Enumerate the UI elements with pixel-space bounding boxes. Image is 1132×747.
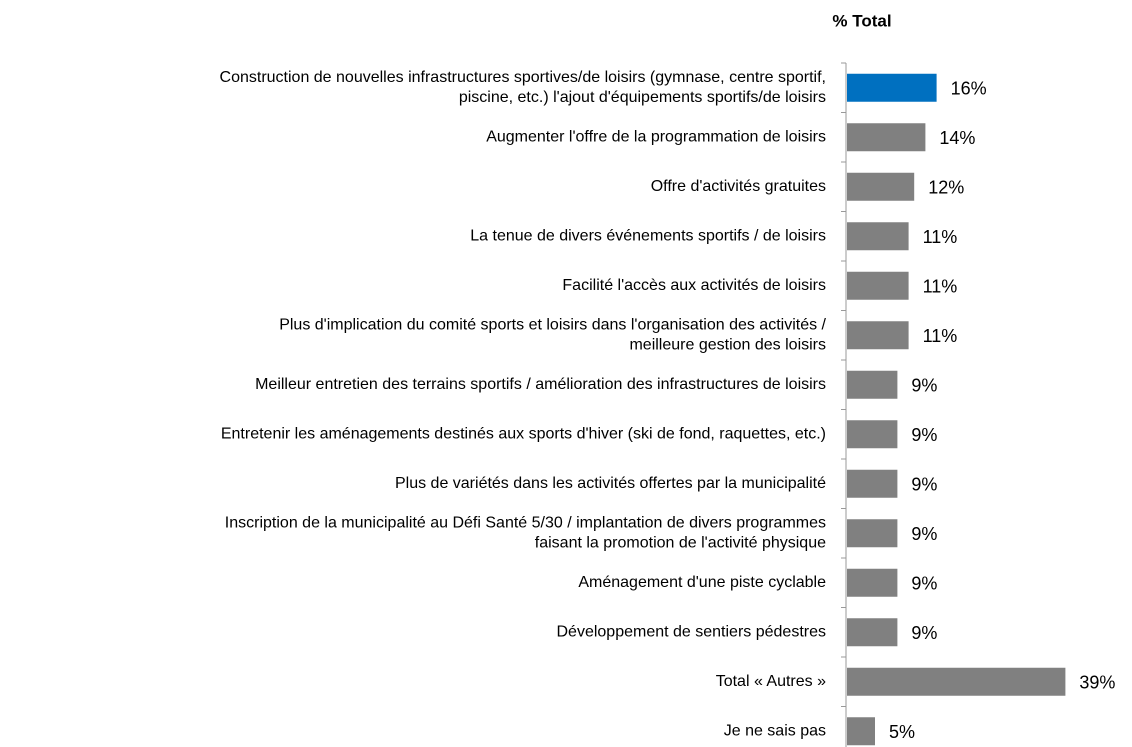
category-label: Entretenir les aménagements destinés aux… (221, 425, 826, 442)
value-label: 5% (889, 722, 915, 742)
bar (847, 370, 898, 399)
category-label: Construction de nouvelles infrastructure… (220, 69, 826, 106)
bar (847, 123, 926, 152)
bar (847, 321, 909, 350)
value-label: 16% (951, 79, 987, 99)
value-label: 9% (911, 425, 937, 445)
category-label: Total « Autres » (716, 673, 826, 690)
category-label: Plus d'implication du comité sports et l… (279, 316, 826, 353)
value-label: 11% (923, 326, 958, 346)
bar (847, 420, 898, 449)
category-label: Je ne sais pas (724, 722, 826, 739)
value-label: 9% (911, 574, 937, 594)
bar (847, 222, 909, 251)
chart-title: % Total (832, 11, 891, 30)
category-label: Augmenter l'offre de la programmation de… (486, 128, 826, 145)
bar (847, 271, 909, 300)
bar (847, 73, 937, 102)
category-label: Plus de variétés dans les activités offe… (395, 475, 826, 492)
category-label: Inscription de la municipalité au Défi S… (225, 514, 826, 551)
value-label: 39% (1079, 673, 1115, 693)
bar (847, 469, 898, 498)
value-label: 9% (911, 376, 937, 396)
category-label: Développement de sentiers pédestres (557, 623, 827, 640)
value-label: 11% (923, 277, 958, 297)
value-label: 9% (911, 524, 937, 544)
value-label: 9% (911, 475, 937, 495)
bar (847, 568, 898, 597)
bar (847, 667, 1066, 696)
category-label: Meilleur entretien des terrains sportifs… (255, 376, 826, 393)
bar (847, 618, 898, 647)
value-label: 11% (923, 227, 958, 247)
value-label: 12% (928, 178, 964, 198)
category-label: Offre d'activités gratuites (651, 178, 826, 195)
bar (847, 717, 875, 746)
bar (847, 519, 898, 548)
bar (847, 172, 915, 201)
category-label: La tenue de divers événements sportifs /… (470, 227, 826, 244)
category-label: Aménagement d'une piste cyclable (578, 574, 826, 591)
value-label: 9% (911, 623, 937, 643)
value-label: 14% (939, 128, 975, 148)
category-label: Facilité l'accès aux activités de loisir… (562, 277, 826, 294)
